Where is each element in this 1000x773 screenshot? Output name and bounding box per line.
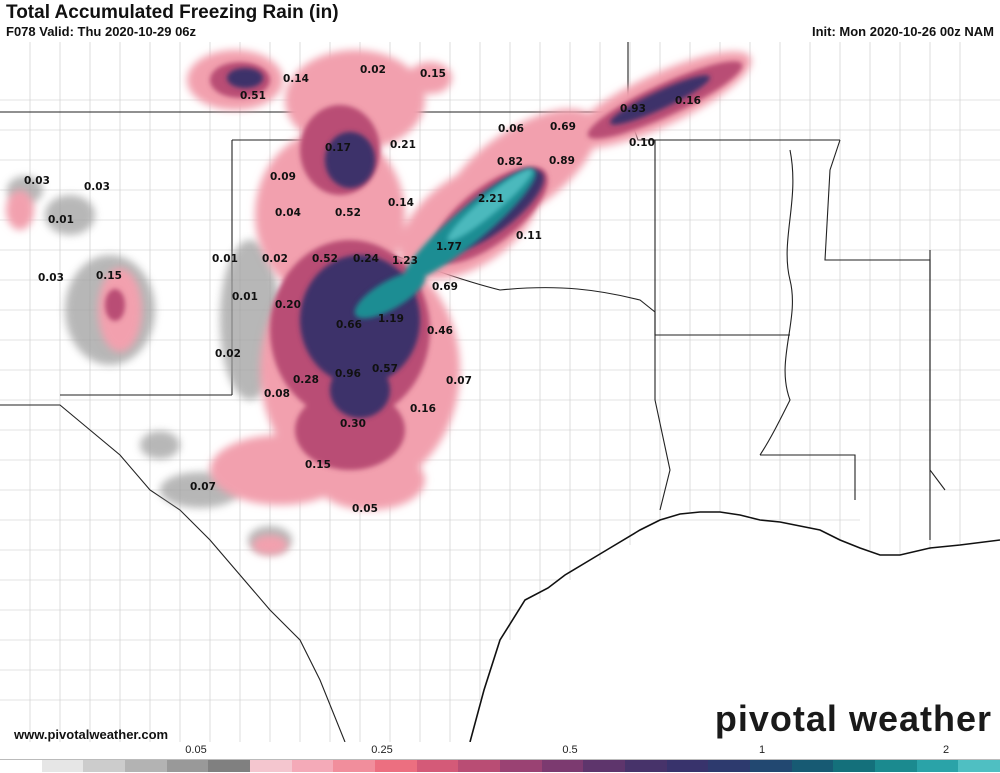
color-scale-swatch: [666, 760, 709, 772]
legend-tick: 0.25: [371, 744, 393, 756]
value-label: 0.46: [427, 325, 453, 337]
color-scale-swatch: [541, 760, 584, 772]
color-scale-swatch: [750, 760, 792, 772]
gulf-of-mexico: [470, 512, 1000, 742]
color-scale-swatch: [625, 760, 667, 772]
color-scale: [0, 759, 1000, 772]
value-label: 0.69: [432, 281, 458, 293]
value-label: 0.07: [446, 375, 472, 387]
value-label: 0.01: [232, 291, 258, 303]
color-scale-swatch: [125, 760, 167, 772]
value-label: 0.52: [312, 253, 338, 265]
color-scale-swatch: [583, 760, 626, 772]
value-label: 0.01: [48, 214, 74, 226]
value-label: 0.89: [549, 155, 575, 167]
legend-tick-labels: 0.05 0.25 0.5 1 2: [0, 744, 1000, 758]
color-scale-swatch: [708, 760, 751, 772]
color-scale-swatch: [458, 760, 501, 772]
legend-tick: 0.05: [185, 744, 207, 756]
color-scale-swatch: [333, 760, 376, 772]
map-title: Total Accumulated Freezing Rain (in): [6, 2, 339, 23]
value-label: 0.03: [38, 272, 64, 284]
value-label: 0.05: [352, 503, 378, 515]
color-scale-swatch: [291, 760, 334, 772]
value-label: 0.15: [420, 68, 446, 80]
value-label: 0.52: [335, 207, 361, 219]
value-label: 2.21: [478, 193, 504, 205]
value-label: 0.20: [275, 299, 301, 311]
value-label: 1.19: [378, 313, 404, 325]
color-scale-swatch: [41, 760, 84, 772]
value-label: 0.03: [24, 175, 50, 187]
value-label: 0.15: [96, 270, 122, 282]
value-label: 0.02: [360, 64, 386, 76]
color-scale-swatch: [208, 760, 251, 772]
forecast-map: 0.51 0.14 0.02 0.15 0.17 0.21 0.06 0.69 …: [0, 42, 1000, 742]
color-scale-swatch: [375, 760, 417, 772]
color-scale-swatch: [791, 760, 834, 772]
value-label: 0.09: [270, 171, 296, 183]
color-scale-swatch: [500, 760, 542, 772]
value-labels: 0.51 0.14 0.02 0.15 0.17 0.21 0.06 0.69 …: [24, 64, 701, 515]
value-label: 0.08: [264, 388, 290, 400]
color-scale-swatch: [875, 760, 917, 772]
value-label: 0.82: [497, 156, 523, 168]
color-scale-swatch: [250, 760, 292, 772]
value-label: 0.02: [262, 253, 288, 265]
value-label: 0.10: [629, 137, 655, 149]
value-label: 0.06: [498, 123, 524, 135]
color-scale-swatch: [833, 760, 876, 772]
value-label: 0.28: [293, 374, 319, 386]
value-label: 0.57: [372, 363, 398, 375]
value-label: 0.17: [325, 142, 351, 154]
color-scale-swatch: [166, 760, 209, 772]
value-label: 0.04: [275, 207, 301, 219]
color-scale-swatch: [83, 760, 126, 772]
valid-time: F078 Valid: Thu 2020-10-29 06z: [6, 24, 197, 39]
value-label: 0.15: [305, 459, 331, 471]
map-header: Total Accumulated Freezing Rain (in) F07…: [0, 0, 1000, 42]
legend-tick: 0.5: [562, 744, 578, 756]
brand-logo: pivotal weather: [714, 698, 992, 739]
legend-tick: 2: [942, 744, 950, 756]
value-label: 0.03: [84, 181, 110, 193]
value-label: 0.96: [335, 368, 361, 380]
value-label: 0.02: [215, 348, 241, 360]
value-label: 0.66: [336, 319, 362, 331]
value-label: 0.30: [340, 418, 366, 430]
value-label: 1.77: [436, 241, 462, 253]
website-url: www.pivotalweather.com: [14, 727, 169, 742]
freezing-rain-shading: [6, 50, 752, 555]
value-label: 0.01: [212, 253, 238, 265]
gulf-coastline: [469, 511, 1000, 742]
value-label: 1.23: [392, 255, 418, 267]
color-scale-swatch: [416, 760, 459, 772]
value-label: 0.69: [550, 121, 576, 133]
init-time: Init: Mon 2020-10-26 00z NAM: [811, 24, 994, 39]
value-label: 0.16: [410, 403, 436, 415]
color-scale-swatch: [958, 760, 1000, 772]
value-label: 0.14: [283, 73, 309, 85]
value-label: 0.24: [353, 253, 379, 265]
value-label: 0.21: [390, 139, 416, 151]
legend-tick: 1: [758, 744, 766, 756]
value-label: 0.51: [240, 90, 266, 102]
value-label: 0.14: [388, 197, 414, 209]
color-scale-swatch: [916, 760, 959, 772]
value-label: 0.07: [190, 481, 216, 493]
value-label: 0.93: [620, 103, 646, 115]
color-scale-swatch: [0, 760, 42, 772]
value-label: 0.16: [675, 95, 701, 107]
value-label: 0.11: [516, 230, 542, 242]
